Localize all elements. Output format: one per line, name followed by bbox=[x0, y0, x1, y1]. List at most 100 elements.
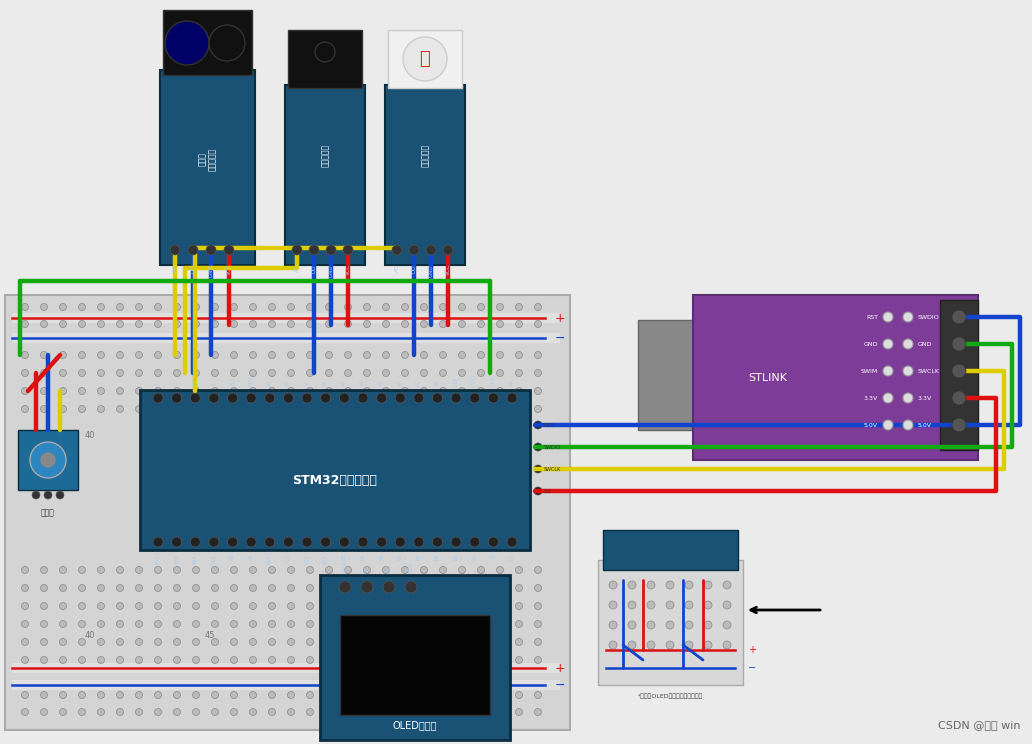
Circle shape bbox=[440, 388, 447, 394]
Circle shape bbox=[363, 585, 370, 591]
Circle shape bbox=[458, 405, 465, 412]
Circle shape bbox=[230, 388, 237, 394]
Circle shape bbox=[478, 351, 484, 359]
Circle shape bbox=[212, 638, 219, 646]
Circle shape bbox=[268, 691, 276, 699]
Circle shape bbox=[723, 621, 731, 629]
Circle shape bbox=[496, 370, 504, 376]
Circle shape bbox=[458, 566, 465, 574]
Circle shape bbox=[97, 566, 104, 574]
Text: SDA: SDA bbox=[409, 562, 414, 573]
Circle shape bbox=[534, 421, 542, 429]
Circle shape bbox=[383, 581, 395, 593]
Text: 电位器: 电位器 bbox=[41, 508, 55, 517]
Circle shape bbox=[345, 304, 352, 310]
Circle shape bbox=[401, 388, 409, 394]
Circle shape bbox=[420, 585, 427, 591]
Circle shape bbox=[496, 388, 504, 394]
Circle shape bbox=[227, 393, 237, 403]
Circle shape bbox=[60, 638, 66, 646]
Circle shape bbox=[40, 351, 47, 359]
Circle shape bbox=[97, 603, 104, 609]
Text: AO: AO bbox=[294, 264, 299, 272]
Circle shape bbox=[704, 601, 712, 609]
Circle shape bbox=[685, 601, 694, 609]
Circle shape bbox=[40, 405, 47, 412]
Circle shape bbox=[97, 656, 104, 664]
Circle shape bbox=[60, 708, 66, 716]
Circle shape bbox=[135, 405, 142, 412]
Circle shape bbox=[78, 603, 86, 609]
Circle shape bbox=[363, 405, 370, 412]
Circle shape bbox=[363, 351, 370, 359]
Circle shape bbox=[478, 321, 484, 327]
Circle shape bbox=[135, 603, 142, 609]
Circle shape bbox=[40, 620, 47, 627]
Circle shape bbox=[343, 245, 353, 255]
Circle shape bbox=[470, 537, 480, 547]
Circle shape bbox=[40, 304, 47, 310]
Circle shape bbox=[268, 405, 276, 412]
Bar bbox=[694, 295, 978, 460]
Circle shape bbox=[230, 603, 237, 609]
Bar bbox=[940, 300, 978, 450]
Circle shape bbox=[265, 537, 275, 547]
Circle shape bbox=[250, 585, 257, 591]
Text: 3.3V: 3.3V bbox=[918, 396, 932, 400]
Circle shape bbox=[401, 708, 409, 716]
Circle shape bbox=[458, 351, 465, 359]
Text: B13: B13 bbox=[174, 554, 180, 564]
Circle shape bbox=[451, 393, 461, 403]
Circle shape bbox=[395, 393, 406, 403]
Circle shape bbox=[78, 638, 86, 646]
Circle shape bbox=[40, 691, 47, 699]
Circle shape bbox=[135, 691, 142, 699]
Circle shape bbox=[420, 388, 427, 394]
Circle shape bbox=[60, 321, 66, 327]
Circle shape bbox=[420, 656, 427, 664]
Text: SWIM: SWIM bbox=[861, 368, 878, 373]
Text: B0: B0 bbox=[286, 379, 291, 386]
Circle shape bbox=[358, 537, 368, 547]
Circle shape bbox=[345, 585, 352, 591]
Circle shape bbox=[188, 245, 198, 255]
Circle shape bbox=[250, 370, 257, 376]
Circle shape bbox=[230, 638, 237, 646]
Text: A10: A10 bbox=[267, 554, 272, 564]
Circle shape bbox=[212, 388, 219, 394]
Circle shape bbox=[230, 708, 237, 716]
Text: +: + bbox=[555, 312, 566, 324]
Circle shape bbox=[496, 656, 504, 664]
Circle shape bbox=[307, 620, 314, 627]
Circle shape bbox=[60, 585, 66, 591]
Circle shape bbox=[135, 620, 142, 627]
Circle shape bbox=[173, 708, 181, 716]
Circle shape bbox=[516, 585, 522, 591]
Circle shape bbox=[230, 585, 237, 591]
Circle shape bbox=[78, 566, 86, 574]
Circle shape bbox=[288, 351, 294, 359]
Circle shape bbox=[401, 321, 409, 327]
Circle shape bbox=[440, 351, 447, 359]
Text: 3.3: 3.3 bbox=[544, 489, 552, 493]
Circle shape bbox=[307, 656, 314, 664]
Bar bbox=[603, 530, 738, 570]
Circle shape bbox=[496, 304, 504, 310]
Circle shape bbox=[307, 638, 314, 646]
Circle shape bbox=[516, 321, 522, 327]
Circle shape bbox=[193, 603, 199, 609]
Circle shape bbox=[704, 641, 712, 649]
Circle shape bbox=[392, 245, 402, 255]
Circle shape bbox=[60, 351, 66, 359]
Text: VCC: VCC bbox=[226, 264, 231, 275]
Text: 热敏传感器: 热敏传感器 bbox=[321, 144, 329, 167]
Circle shape bbox=[288, 388, 294, 394]
Circle shape bbox=[496, 321, 504, 327]
Circle shape bbox=[307, 405, 314, 412]
Circle shape bbox=[535, 603, 542, 609]
Circle shape bbox=[288, 321, 294, 327]
Circle shape bbox=[250, 388, 257, 394]
Circle shape bbox=[302, 393, 312, 403]
Circle shape bbox=[458, 370, 465, 376]
Circle shape bbox=[458, 585, 465, 591]
